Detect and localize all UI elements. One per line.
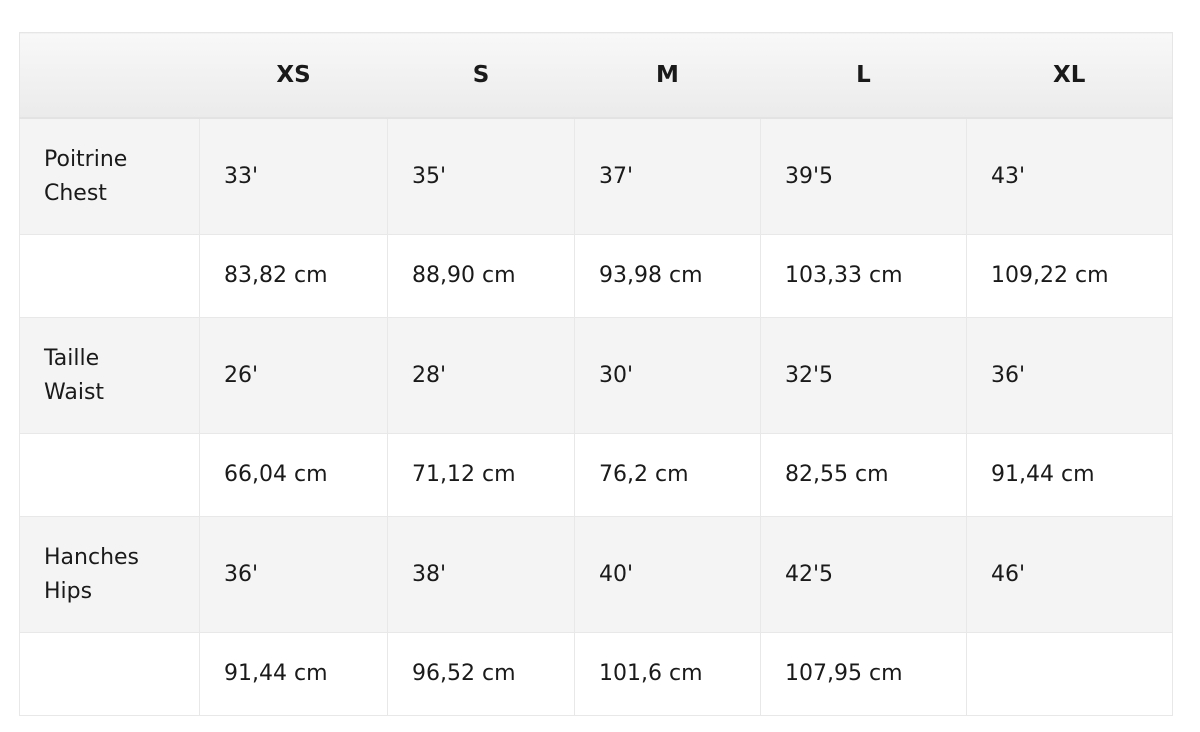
value-cell: 88,90 cm	[387, 234, 575, 318]
table-row: 91,44 cm 96,52 cm 101,6 cm 107,95 cm	[19, 632, 1173, 716]
table-row: Poitrine Chest 33' 35' 37' 39'5 43'	[19, 117, 1173, 235]
value-cell: 30'	[574, 317, 761, 434]
value-cell: 109,22 cm	[966, 234, 1173, 318]
value-cell: 107,95 cm	[760, 632, 967, 716]
value-cell: 91,44 cm	[199, 632, 388, 716]
row-label-en: Waist	[44, 379, 105, 405]
value-cell: 35'	[387, 117, 575, 235]
header-cell-xs: XS	[199, 32, 388, 119]
value-cell: 40'	[574, 516, 761, 633]
table-row: Taille Waist 26' 28' 30' 32'5 36'	[19, 317, 1173, 434]
value-cell: 39'5	[760, 117, 967, 235]
header-cell-xl: XL	[966, 32, 1173, 119]
row-label-cell: Hanches Hips	[19, 516, 200, 633]
row-label-en: Chest	[44, 180, 107, 206]
row-label-fr: Poitrine	[44, 146, 128, 172]
value-cell: 93,98 cm	[574, 234, 761, 318]
header-cell-empty	[19, 32, 200, 119]
row-label-fr: Taille	[44, 345, 100, 371]
value-cell: 71,12 cm	[387, 433, 575, 517]
value-cell: 36'	[966, 317, 1173, 434]
table-row: Hanches Hips 36' 38' 40' 42'5 46'	[19, 516, 1173, 633]
header-cell-s: S	[387, 32, 575, 119]
value-cell: 83,82 cm	[199, 234, 388, 318]
value-cell: 42'5	[760, 516, 967, 633]
size-chart-table: XS S M L XL Poitrine Chest 33' 35' 37' 39'5 43…	[19, 32, 1173, 716]
row-label-cell: Poitrine Chest	[19, 117, 200, 235]
header-row: XS S M L XL	[19, 32, 1173, 119]
value-cell: 28'	[387, 317, 575, 434]
value-cell	[966, 632, 1173, 716]
value-cell: 101,6 cm	[574, 632, 761, 716]
value-cell: 96,52 cm	[387, 632, 575, 716]
row-label-fr: Hanches	[44, 544, 140, 570]
value-cell: 91,44 cm	[966, 433, 1173, 517]
value-cell: 76,2 cm	[574, 433, 761, 517]
table-row: 83,82 cm 88,90 cm 93,98 cm 103,33 cm 109,22 …	[19, 234, 1173, 318]
value-cell: 26'	[199, 317, 388, 434]
header-cell-m: M	[574, 32, 761, 119]
row-label-cell	[19, 433, 200, 517]
value-cell: 33'	[199, 117, 388, 235]
row-label-cell	[19, 632, 200, 716]
value-cell: 46'	[966, 516, 1173, 633]
header-cell-l: L	[760, 32, 967, 119]
value-cell: 66,04 cm	[199, 433, 388, 517]
value-cell: 32'5	[760, 317, 967, 434]
row-label-cell: Taille Waist	[19, 317, 200, 434]
value-cell: 37'	[574, 117, 761, 235]
value-cell: 82,55 cm	[760, 433, 967, 517]
value-cell: 43'	[966, 117, 1173, 235]
row-label-en: Hips	[44, 578, 93, 604]
value-cell: 38'	[387, 516, 575, 633]
value-cell: 103,33 cm	[760, 234, 967, 318]
table-row: 66,04 cm 71,12 cm 76,2 cm 82,55 cm 91,44 cm	[19, 433, 1173, 517]
value-cell: 36'	[199, 516, 388, 633]
row-label-cell	[19, 234, 200, 318]
